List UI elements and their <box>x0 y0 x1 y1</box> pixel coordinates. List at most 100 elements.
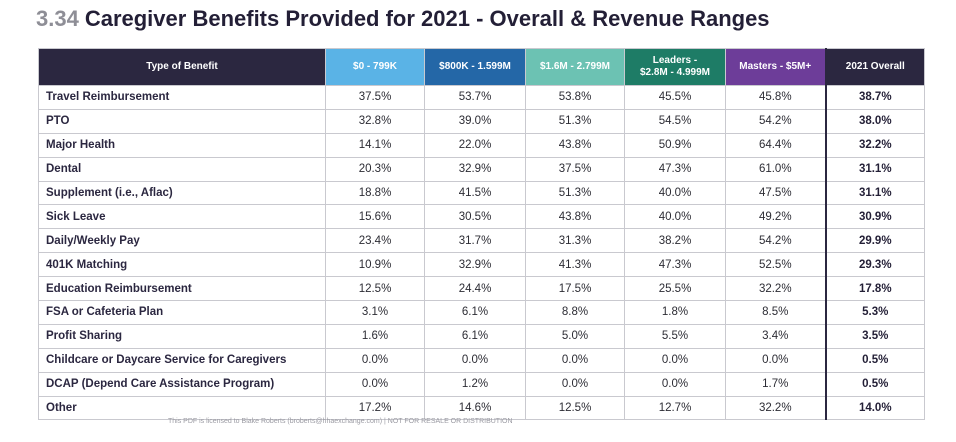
benefit-label: Major Health <box>38 132 326 158</box>
value-leaders: 38.2% <box>624 228 726 254</box>
value-leaders: 40.0% <box>624 180 726 206</box>
table-row: PTO 32.8% 39.0% 51.3% 54.5% 54.2% 38.0% <box>38 108 925 134</box>
header-leaders-line1: Leaders - <box>652 55 698 66</box>
value-leaders: 47.3% <box>624 252 726 278</box>
value-16m-2799m: 31.3% <box>525 228 625 254</box>
value-masters: 52.5% <box>725 252 826 278</box>
value-masters: 0.0% <box>725 347 826 373</box>
benefit-label: Other <box>38 395 326 421</box>
title-text: Caregiver Benefits Provided for 2021 - O… <box>84 6 770 31</box>
table-row: Education Reimbursement 12.5% 24.4% 17.5% 25… <box>38 276 925 302</box>
value-16m-2799m: 43.8% <box>525 132 625 158</box>
benefit-label: Profit Sharing <box>38 323 326 349</box>
value-2021-overall: 31.1% <box>824 156 925 182</box>
header-2021-overall: 2021 Overall <box>824 48 925 86</box>
value-0-799k: 20.3% <box>325 156 425 182</box>
value-800k-1599m: 32.9% <box>424 252 526 278</box>
value-16m-2799m: 41.3% <box>525 252 625 278</box>
value-0-799k: 32.8% <box>325 108 425 134</box>
value-0-799k: 3.1% <box>325 300 425 325</box>
value-0-799k: 17.2% <box>325 395 425 421</box>
table-row: 401K Matching 10.9% 32.9% 41.3% 47.3% 52.5% 29… <box>38 252 925 278</box>
value-masters: 49.2% <box>725 204 826 230</box>
table-row: Daily/Weekly Pay 23.4% 31.7% 31.3% 38.2% 54.2… <box>38 228 925 254</box>
benefit-label: Travel Reimbursement <box>38 85 326 110</box>
value-2021-overall: 0.5% <box>824 371 925 397</box>
value-2021-overall: 17.8% <box>824 276 925 302</box>
header-leaders: Leaders - $2.8M - 4.999M <box>624 48 726 86</box>
value-800k-1599m: 53.7% <box>424 85 526 110</box>
table-body: Travel Reimbursement 37.5% 53.7% 53.8% 45.5%… <box>38 85 925 421</box>
table-row: Other 17.2% 14.6% 12.5% 12.7% 32.2% 14.0% <box>38 395 925 421</box>
table-row: DCAP (Depend Care Assistance Program) 0.0… <box>38 371 925 397</box>
value-800k-1599m: 31.7% <box>424 228 526 254</box>
license-footer: This PDF is licensed to Blake Roberts (b… <box>168 418 513 425</box>
value-16m-2799m: 8.8% <box>525 300 625 325</box>
value-leaders: 54.5% <box>624 108 726 134</box>
value-masters: 8.5% <box>725 300 826 325</box>
value-0-799k: 12.5% <box>325 276 425 302</box>
value-16m-2799m: 0.0% <box>525 371 625 397</box>
benefit-label: Sick Leave <box>38 204 326 230</box>
benefit-label: Dental <box>38 156 326 182</box>
value-leaders: 12.7% <box>624 395 726 421</box>
value-16m-2799m: 5.0% <box>525 323 625 349</box>
value-2021-overall: 14.0% <box>824 395 925 421</box>
value-masters: 32.2% <box>725 395 826 421</box>
value-masters: 64.4% <box>725 132 826 158</box>
value-16m-2799m: 51.3% <box>525 108 625 134</box>
value-2021-overall: 31.1% <box>824 180 925 206</box>
value-leaders: 50.9% <box>624 132 726 158</box>
value-0-799k: 10.9% <box>325 252 425 278</box>
benefit-label: Education Reimbursement <box>38 276 326 302</box>
value-2021-overall: 5.3% <box>824 300 925 325</box>
value-leaders: 0.0% <box>624 347 726 373</box>
value-0-799k: 1.6% <box>325 323 425 349</box>
value-800k-1599m: 14.6% <box>424 395 526 421</box>
table-row: Sick Leave 15.6% 30.5% 43.8% 40.0% 49.2% 30.9% <box>38 204 925 230</box>
value-0-799k: 23.4% <box>325 228 425 254</box>
value-masters: 47.5% <box>725 180 826 206</box>
benefit-label: PTO <box>38 108 326 134</box>
value-2021-overall: 29.3% <box>824 252 925 278</box>
value-0-799k: 14.1% <box>325 132 425 158</box>
value-0-799k: 15.6% <box>325 204 425 230</box>
value-2021-overall: 0.5% <box>824 347 925 373</box>
value-leaders: 45.5% <box>624 85 726 110</box>
benefit-label: 401K Matching <box>38 252 326 278</box>
value-leaders: 25.5% <box>624 276 726 302</box>
value-2021-overall: 29.9% <box>824 228 925 254</box>
value-800k-1599m: 30.5% <box>424 204 526 230</box>
value-masters: 54.2% <box>725 108 826 134</box>
value-800k-1599m: 0.0% <box>424 347 526 373</box>
value-0-799k: 0.0% <box>325 347 425 373</box>
table-row: Childcare or Daycare Service for Caregiv… <box>38 347 925 373</box>
header-masters: Masters - $5M+ <box>725 48 826 86</box>
benefit-label: Childcare or Daycare Service for Caregiv… <box>38 347 326 373</box>
value-masters: 1.7% <box>725 371 826 397</box>
value-2021-overall: 32.2% <box>824 132 925 158</box>
value-masters: 32.2% <box>725 276 826 302</box>
page-title: 3.34 Caregiver Benefits Provided for 2021… <box>36 6 770 32</box>
value-800k-1599m: 6.1% <box>424 300 526 325</box>
value-2021-overall: 3.5% <box>824 323 925 349</box>
value-leaders: 47.3% <box>624 156 726 182</box>
header-leaders-line2: $2.8M - 4.999M <box>639 67 711 78</box>
value-16m-2799m: 37.5% <box>525 156 625 182</box>
value-0-799k: 18.8% <box>325 180 425 206</box>
value-16m-2799m: 12.5% <box>525 395 625 421</box>
header-range-0-799k: $0 - 799K <box>325 48 425 86</box>
table-row: Profit Sharing 1.6% 6.1% 5.0% 5.5% 3.4% 3.5% <box>38 323 925 349</box>
value-0-799k: 0.0% <box>325 371 425 397</box>
benefit-label: Daily/Weekly Pay <box>38 228 326 254</box>
value-800k-1599m: 6.1% <box>424 323 526 349</box>
table-row: Major Health 14.1% 22.0% 43.8% 50.9% 64.4% 32.… <box>38 132 925 158</box>
value-masters: 3.4% <box>725 323 826 349</box>
table-row: Supplement (i.e., Aflac) 18.8% 41.5% 51.3% 4… <box>38 180 925 206</box>
table-row: Travel Reimbursement 37.5% 53.7% 53.8% 45.5%… <box>38 85 925 110</box>
value-masters: 54.2% <box>725 228 826 254</box>
value-16m-2799m: 17.5% <box>525 276 625 302</box>
value-2021-overall: 30.9% <box>824 204 925 230</box>
value-2021-overall: 38.0% <box>824 108 925 134</box>
benefits-table: Type of Benefit $0 - 799K $800K - 1.599M… <box>38 48 925 421</box>
